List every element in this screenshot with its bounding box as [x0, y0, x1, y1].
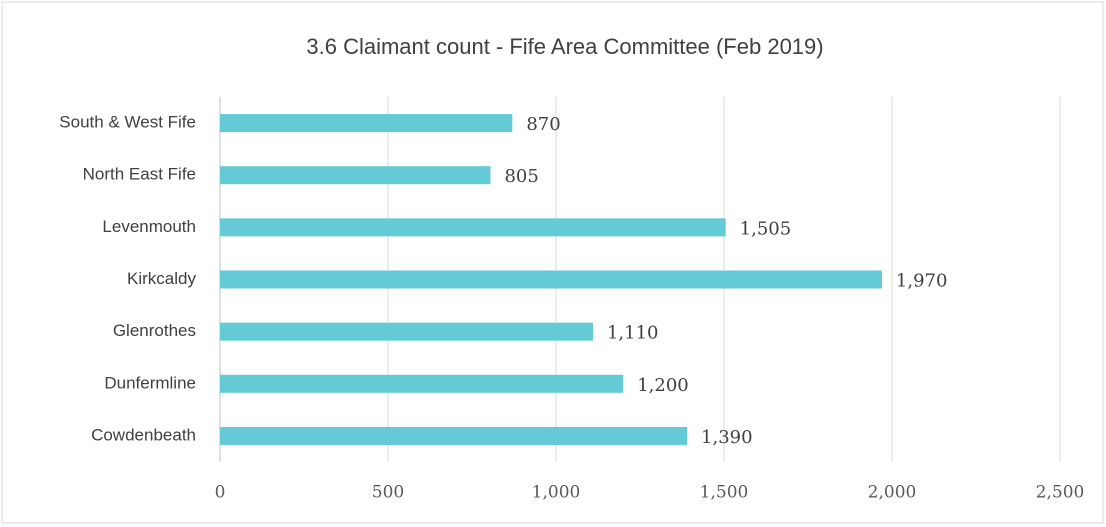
- x-tick-label: 2,500: [1036, 483, 1085, 503]
- bar: [220, 270, 882, 289]
- y-tick-label: Glenrothes: [113, 321, 196, 340]
- value-label: 1,200: [637, 375, 689, 396]
- value-label: 870: [526, 114, 560, 135]
- bar: [220, 426, 688, 445]
- y-tick-label: Cowdenbeath: [91, 425, 196, 444]
- x-tick-label: 0: [215, 483, 226, 503]
- value-label: 1,390: [701, 427, 753, 448]
- value-label: 1,970: [896, 271, 948, 292]
- bar: [220, 166, 491, 185]
- x-tick-label: 500: [372, 483, 404, 503]
- chart-title: 3.6 Claimant count - Fife Area Committee…: [306, 34, 823, 59]
- y-tick-label: Dunfermline: [104, 373, 196, 392]
- bar: [220, 322, 593, 341]
- bar: [220, 218, 726, 237]
- bar: [220, 374, 624, 393]
- x-tick-label: 2,000: [868, 483, 917, 503]
- value-label: 1,110: [607, 323, 659, 344]
- bar: [220, 114, 513, 133]
- y-tick-label: North East Fife: [83, 165, 196, 184]
- x-tick-label: 1,000: [532, 483, 581, 503]
- y-tick-label: Kirkcaldy: [127, 269, 196, 288]
- x-tick-label: 1,500: [700, 483, 749, 503]
- y-tick-label: Levenmouth: [102, 217, 196, 236]
- value-label: 805: [504, 166, 538, 187]
- value-label: 1,505: [740, 218, 792, 239]
- y-tick-label: South & West Fife: [59, 113, 196, 132]
